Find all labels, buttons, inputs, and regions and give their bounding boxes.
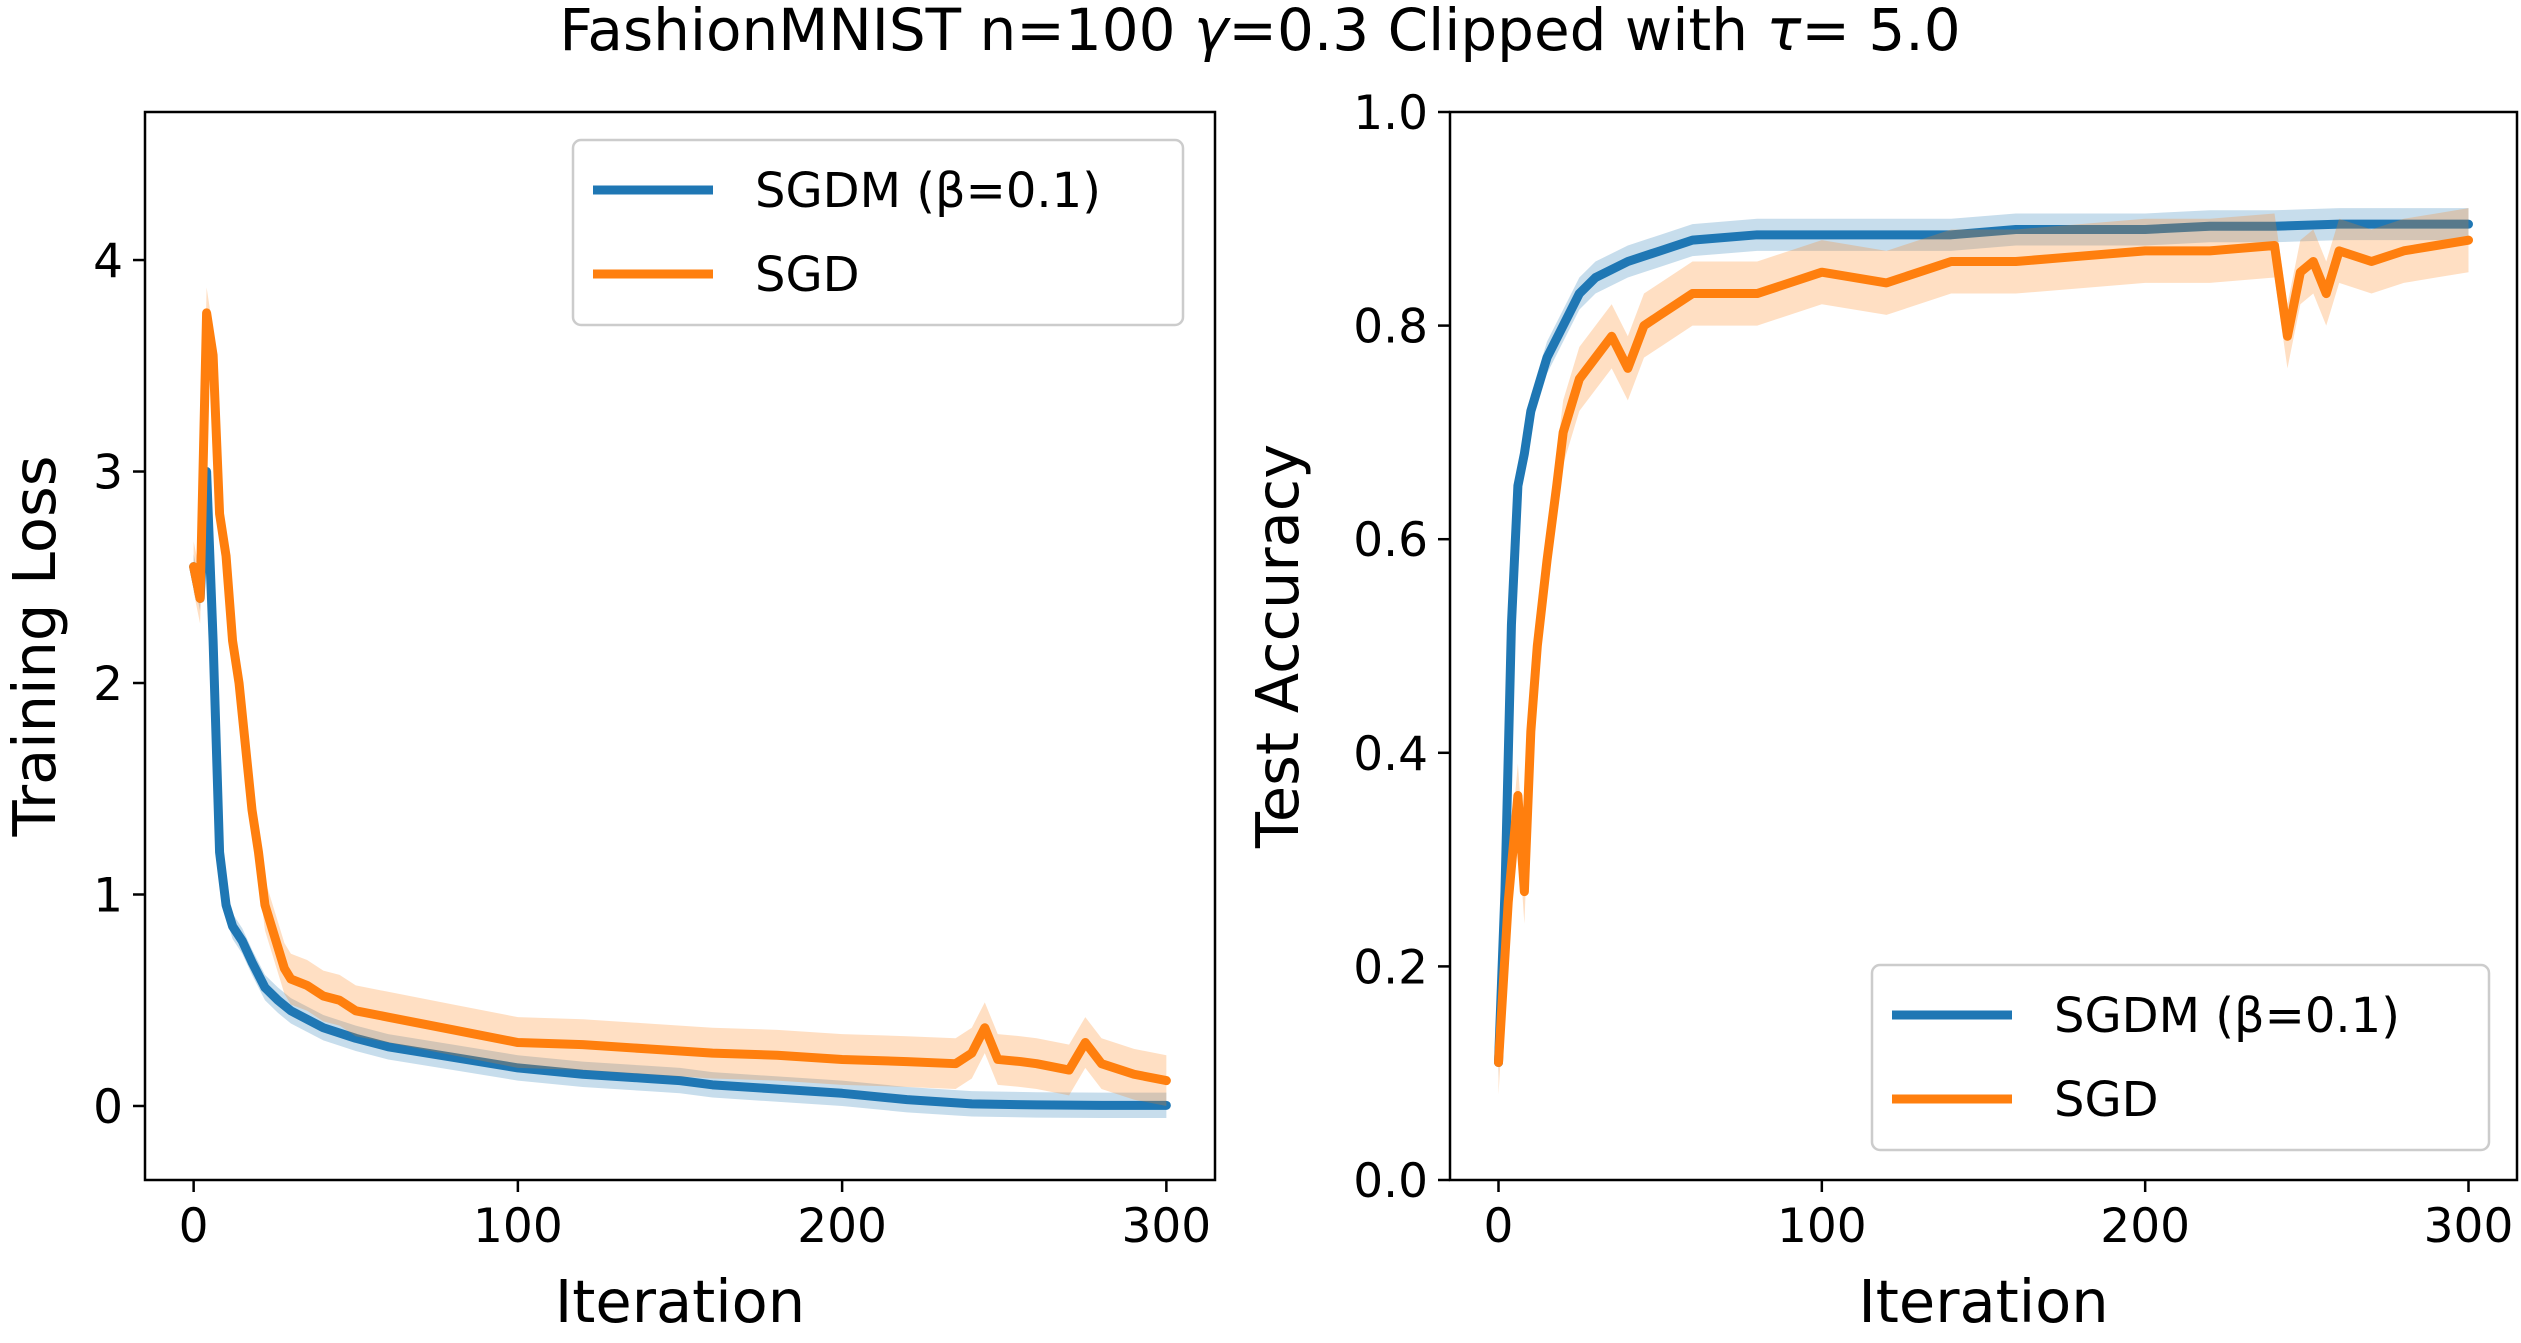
x-tick-label: 100 [1777, 1199, 1867, 1254]
axes-frame [143, 110, 1217, 1182]
legend-label-sgdm: SGDM (β=0.1) [2054, 988, 2400, 1044]
legend-label-sgd: SGD [2054, 1072, 2159, 1128]
y-tick-label: 0.4 [1353, 727, 1428, 782]
legend-label-sgd: SGD [755, 247, 860, 303]
y-tick-label: 0.0 [1353, 1154, 1428, 1209]
plot-area [1494, 208, 2473, 1095]
training-loss-panel: 0 100 200 300 0 1 2 3 4 Iteration Training Loss SGD… [0, 110, 1217, 1336]
legend: SGDM (β=0.1) SGD [1870, 963, 2491, 1152]
x-tick-label: 100 [473, 1199, 563, 1254]
test-accuracy-panel: 0 100 200 300 0.0 0.2 0.4 0.6 0.8 1.0 Iteration Tes… [1243, 86, 2519, 1336]
sgd-series-line [189, 308, 1171, 1086]
sgdm-series-line [189, 467, 1171, 1110]
y-tick-label: 0 [93, 1080, 123, 1135]
sgd-confidence-band [193, 287, 1167, 1106]
y-tick-label: 1 [93, 868, 123, 923]
x-axis-label: Iteration [555, 1267, 805, 1336]
x-tick-label: 300 [1122, 1199, 1212, 1254]
y-axis-label: Training Loss [0, 456, 69, 838]
x-tick-label: 0 [179, 1199, 209, 1254]
figure-title: FashionMNIST n=100 γ=0.3 Clipped with τ=… [559, 0, 1960, 64]
sgd-confidence-band [1498, 208, 2469, 1095]
x-tick-label: 200 [797, 1199, 887, 1254]
x-tick-label: 0 [1484, 1199, 1514, 1254]
y-tick-label: 0.2 [1353, 940, 1428, 995]
y-tick-label: 2 [93, 657, 123, 712]
y-tick-label: 0.8 [1353, 300, 1428, 355]
sgd-series-line [1494, 235, 2473, 1068]
y-tick-label: 1.0 [1353, 86, 1428, 141]
y-tick-label: 4 [93, 234, 123, 289]
x-tick-label: 300 [2424, 1199, 2514, 1254]
legend: SGDM (β=0.1) SGD [571, 138, 1185, 327]
y-axis-label: Test Accuracy [1243, 444, 1312, 849]
legend-frame [571, 138, 1185, 327]
legend-label-sgdm: SGDM (β=0.1) [755, 163, 1101, 219]
plot-area [189, 287, 1171, 1119]
sgdm-series-line [1494, 219, 2473, 1068]
y-tick-label: 0.6 [1353, 513, 1428, 568]
x-axis-label: Iteration [1858, 1267, 2108, 1336]
y-tick-label: 3 [93, 446, 123, 501]
legend-frame [1870, 963, 2491, 1152]
axes-frame [1448, 110, 2519, 1182]
x-tick-label: 200 [2100, 1199, 2190, 1254]
